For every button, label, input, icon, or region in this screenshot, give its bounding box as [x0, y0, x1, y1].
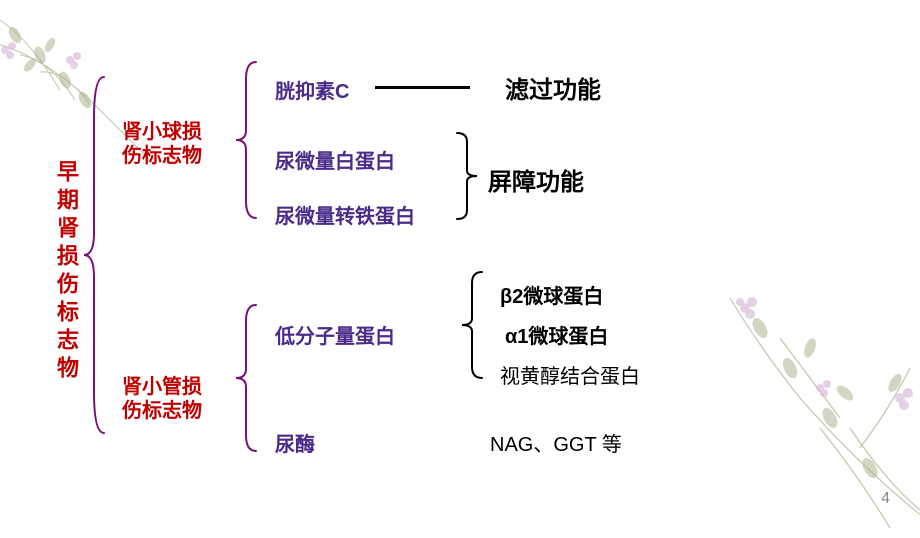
enzyme-detail: NAG、GGT 等: [490, 428, 622, 457]
glom-item-0: 胱抑素C: [275, 75, 349, 104]
connector-line: [375, 86, 470, 89]
lowmw-0: β2微球蛋白: [500, 280, 603, 309]
glomerular-label-2: 伤标志物: [122, 139, 202, 168]
root-label: 早期肾损伤标志物: [50, 160, 82, 384]
page-number: 4: [881, 490, 890, 508]
glom-func-0: 滤过功能: [505, 70, 601, 105]
root-brace: [82, 75, 106, 435]
tubular-label-2: 伤标志物: [122, 394, 202, 423]
tub-item-1: 尿酶: [275, 428, 315, 457]
lowmw-2: 视黄醇结合蛋白: [500, 360, 640, 389]
lowmw-brace: [460, 270, 484, 380]
lowmw-1: α1微球蛋白: [505, 320, 608, 349]
barrier-brace: [455, 131, 479, 221]
glom-item-1: 尿微量白蛋白: [275, 145, 395, 174]
glom-func-1: 屏障功能: [488, 162, 584, 197]
tub-brace: [234, 303, 258, 453]
glom-brace: [234, 60, 258, 220]
tub-item-0: 低分子量蛋白: [275, 320, 395, 349]
glom-item-2: 尿微量转铁蛋白: [275, 200, 415, 229]
